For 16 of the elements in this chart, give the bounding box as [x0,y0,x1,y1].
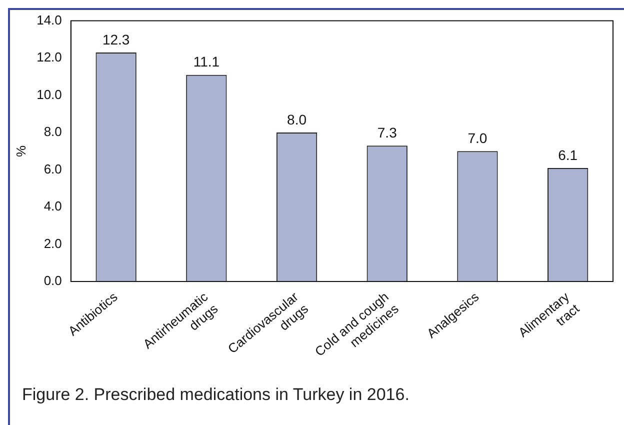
y-axis-title: % [13,144,28,157]
caption: Figure 2. Prescribed medications in Turkey in 2016. [21,384,410,405]
y-tick-label: 6.0 [44,161,62,176]
data-label: 7.3 [377,124,398,140]
y-tick-label: 12.0 [36,50,62,65]
data-label: 6.1 [558,146,578,163]
data-label: 11.1 [193,54,220,70]
y-tick-label: 10.0 [36,86,62,102]
y-tick-label: 0.0 [44,273,62,288]
data-label: 7.0 [468,130,488,146]
y-tick-label: 8.0 [44,124,62,140]
y-tick-label: 14.0 [36,12,62,28]
data-label: 12.3 [102,31,130,48]
data-label: 8.0 [287,111,307,128]
y-tick-label: 2.0 [44,236,62,251]
y-tick-label: 4.0 [44,198,62,214]
